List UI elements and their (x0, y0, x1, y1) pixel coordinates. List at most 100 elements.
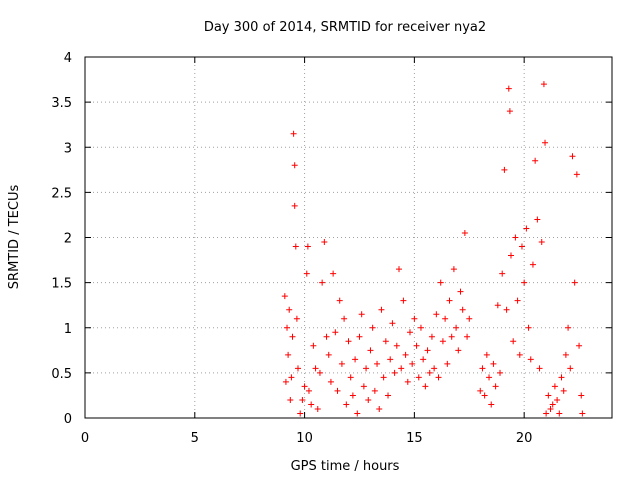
data-point (569, 153, 576, 160)
data-point (336, 297, 343, 304)
data-point (389, 320, 396, 327)
x-tick-label: 5 (191, 431, 199, 446)
data-point (576, 342, 583, 349)
data-point (523, 225, 530, 232)
data-point (444, 360, 451, 367)
data-point (507, 252, 514, 259)
data-point (483, 351, 490, 358)
data-point (347, 374, 354, 381)
data-point (490, 360, 497, 367)
data-point (501, 166, 508, 173)
data-point (505, 85, 512, 92)
data-point (413, 342, 420, 349)
data-point (525, 324, 532, 331)
data-point (345, 338, 352, 345)
data-point (378, 306, 385, 313)
x-tick-label: 20 (516, 431, 533, 446)
data-point (385, 392, 392, 399)
data-point (486, 374, 493, 381)
data-point (556, 410, 563, 417)
gridlines (85, 57, 612, 418)
data-point (321, 239, 328, 246)
data-point (442, 315, 449, 322)
data-point (316, 369, 323, 376)
data-point (488, 401, 495, 408)
data-point (560, 387, 567, 394)
y-tick-label: 4 (64, 51, 72, 66)
y-axis-label: SRMTID / TECUs (7, 185, 22, 290)
axis-ticks: 0 5 10 15 20 0 0.5 1 1.5 2 2.5 3 3.5 4 (51, 51, 612, 446)
data-point (371, 387, 378, 394)
data-point (312, 365, 319, 372)
data-point (547, 405, 554, 412)
data-point (439, 338, 446, 345)
data-point (332, 329, 339, 336)
data-point (343, 401, 350, 408)
data-point (330, 270, 337, 277)
data-point (310, 342, 317, 349)
data-point (420, 356, 427, 363)
y-tick-label: 3 (64, 141, 72, 156)
data-point (536, 365, 543, 372)
data-point (448, 333, 455, 340)
data-point (290, 130, 297, 137)
y-tick-label: 1.5 (51, 277, 72, 292)
data-point (545, 392, 552, 399)
plot-frame (84, 56, 613, 419)
data-point (492, 383, 499, 390)
data-point (406, 329, 413, 336)
data-point (433, 311, 440, 318)
data-point (466, 315, 473, 322)
data-point (400, 297, 407, 304)
data-point (551, 383, 558, 390)
data-point (562, 351, 569, 358)
data-point (287, 396, 294, 403)
data-point (411, 315, 418, 322)
x-tick-label: 10 (296, 431, 313, 446)
data-point (565, 324, 572, 331)
data-point (579, 410, 586, 417)
data-point (426, 369, 433, 376)
y-tick-label: 2 (64, 232, 72, 247)
data-point (506, 108, 513, 115)
data-point (352, 356, 359, 363)
chart-title: Day 300 of 2014, SRMTID for receiver nya… (204, 20, 486, 35)
data-point (554, 396, 561, 403)
data-point (305, 387, 312, 394)
data-point (422, 383, 429, 390)
data-point (567, 365, 574, 372)
data-point (446, 297, 453, 304)
data-point (518, 243, 525, 250)
data-point (291, 202, 298, 209)
data-point (367, 347, 374, 354)
data-point (356, 333, 363, 340)
data-point (288, 374, 295, 381)
data-point (534, 216, 541, 223)
data-point (286, 306, 293, 313)
data-point (455, 347, 462, 354)
data-point (497, 369, 504, 376)
data-point (382, 338, 389, 345)
data-point (481, 392, 488, 399)
data-point (282, 378, 289, 385)
data-point (354, 410, 361, 417)
data-point (314, 405, 321, 412)
data-point (360, 383, 367, 390)
data-point (341, 315, 348, 322)
data-point (578, 392, 585, 399)
data-point (363, 365, 370, 372)
data-point (358, 311, 365, 318)
data-point (404, 378, 411, 385)
data-point (387, 356, 394, 363)
data-point (393, 342, 400, 349)
data-point (284, 324, 291, 331)
data-point (297, 410, 304, 417)
data-point (450, 266, 457, 273)
data-point (281, 293, 288, 300)
data-point (453, 324, 460, 331)
data-point (461, 229, 468, 236)
data-point (435, 374, 442, 381)
data-point (542, 139, 549, 146)
data-point (292, 243, 299, 250)
data-point (494, 302, 501, 309)
